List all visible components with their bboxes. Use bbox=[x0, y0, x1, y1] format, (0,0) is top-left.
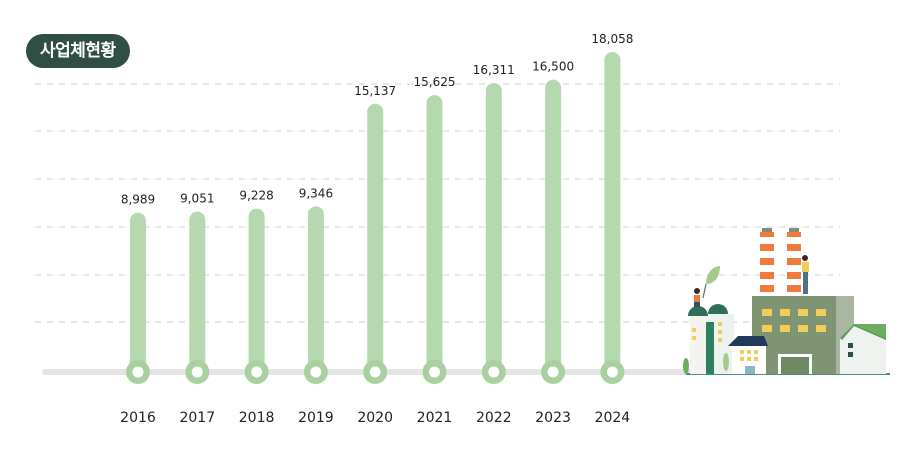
category-label: 2023 bbox=[535, 410, 571, 426]
factory-illustration bbox=[683, 228, 890, 375]
category-label: 2018 bbox=[239, 410, 275, 426]
value-label: 9,346 bbox=[299, 186, 333, 200]
bar bbox=[189, 211, 206, 372]
chimney-left bbox=[760, 228, 774, 292]
bar bbox=[367, 103, 384, 373]
value-label: 8,989 bbox=[121, 193, 155, 207]
value-labels: 8,989 9,051 9,228 9,346 15,137 15,625 16,311 16… bbox=[121, 32, 634, 207]
bar-base-ring-center bbox=[547, 366, 559, 378]
bar bbox=[545, 79, 562, 372]
category-label: 2016 bbox=[120, 410, 156, 426]
value-label: 15,625 bbox=[414, 75, 456, 89]
bar-base-ring-center bbox=[132, 366, 144, 378]
bar bbox=[426, 95, 443, 372]
factory-windows bbox=[762, 309, 826, 332]
category-label: 2022 bbox=[476, 410, 512, 426]
bar-base-ring-center bbox=[310, 366, 322, 378]
category-label: 2017 bbox=[179, 410, 215, 426]
bar-base-ring-center bbox=[429, 366, 440, 378]
bar-base-ring-center bbox=[191, 366, 203, 378]
category-label: 2019 bbox=[298, 410, 334, 426]
chart-title-badge: 사업체현황 bbox=[26, 34, 130, 68]
bar-base-ring-center bbox=[251, 366, 263, 378]
value-label: 9,051 bbox=[180, 192, 214, 206]
value-label: 15,137 bbox=[354, 84, 396, 98]
bar-base-ring-center bbox=[488, 366, 500, 378]
bar bbox=[248, 208, 265, 372]
value-label: 16,311 bbox=[473, 63, 515, 77]
category-labels: 2016 2017 2018 2019 2020 2021 2022 2023 2024 bbox=[120, 410, 630, 426]
value-label: 9,228 bbox=[239, 188, 273, 202]
chimney-right bbox=[787, 228, 801, 292]
bar bbox=[485, 82, 502, 373]
bar bbox=[307, 206, 324, 372]
value-label: 18,058 bbox=[591, 32, 633, 46]
bar-base-ring-center bbox=[606, 366, 618, 378]
bar-base-ring-center bbox=[369, 366, 381, 378]
category-label: 2021 bbox=[417, 410, 453, 426]
bar bbox=[130, 212, 146, 372]
category-label: 2024 bbox=[595, 410, 631, 426]
category-label: 2020 bbox=[357, 410, 393, 426]
bars bbox=[126, 52, 625, 384]
value-label: 16,500 bbox=[532, 60, 574, 74]
bar bbox=[604, 52, 621, 372]
gridlines bbox=[35, 83, 840, 323]
